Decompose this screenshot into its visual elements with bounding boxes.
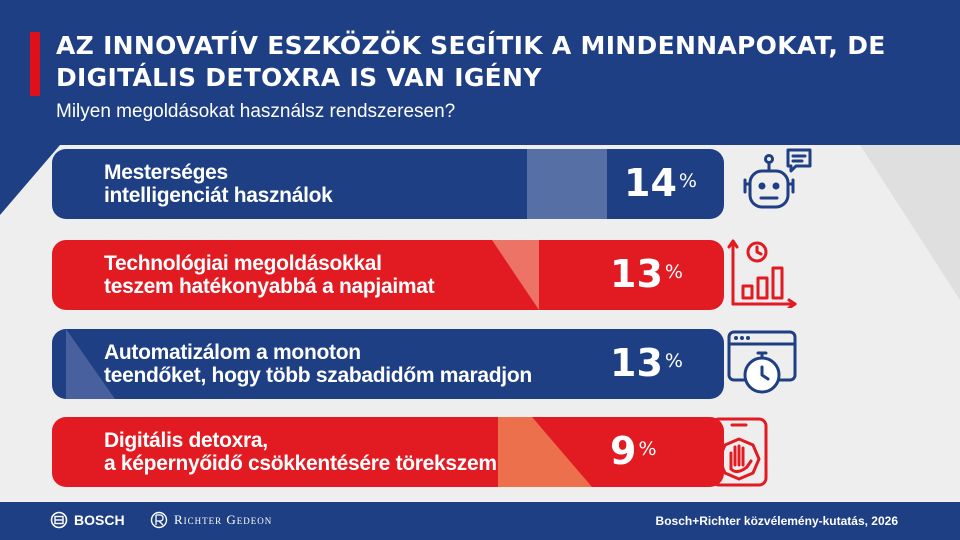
row-detox-value: 9% <box>610 431 657 471</box>
row-automation-highlight <box>66 329 115 399</box>
title-accent-bar <box>30 32 40 96</box>
browser-stopwatch-icon <box>727 330 797 394</box>
row-tech-label-line1: Technológiai megoldásokkal <box>104 252 382 275</box>
row-automation-bar: Automatizálom a monoton teendőket, hogy … <box>52 329 724 399</box>
row-automation-value-number: 13 <box>610 341 663 385</box>
row-tech-bar: Technológiai megoldásokkal teszem hatéko… <box>52 240 724 310</box>
row-automation-value-unit: % <box>664 350 683 372</box>
row-tech-label-line2: teszem hatékonyabbá a napjaimat <box>104 275 435 298</box>
row-tech-label: Technológiai megoldásokkal teszem hatéko… <box>104 252 435 298</box>
bosch-logo-text: BOSCH <box>74 512 125 528</box>
row-detox-value-unit: % <box>638 438 657 460</box>
row-tech-value-unit: % <box>664 261 683 283</box>
row-ai-highlight <box>527 149 607 219</box>
row-automation-label: Automatizálom a monoton teendőket, hogy … <box>104 341 532 387</box>
richter-emblem-icon <box>150 511 168 529</box>
row-ai-value: 14% <box>624 163 697 203</box>
bosch-armature-icon <box>50 511 68 529</box>
row-detox-value-number: 9 <box>610 429 637 473</box>
richter-logo: Richter Gedeon <box>150 511 272 529</box>
page-title: AZ INNOVATÍV ESZKÖZÖK SEGÍTIK A MINDENNA… <box>56 30 936 94</box>
row-ai-value-number: 14 <box>624 161 677 205</box>
row-tech-value-number: 13 <box>610 252 663 296</box>
bosch-logo: BOSCH <box>50 511 125 529</box>
richter-logo-text: Richter Gedeon <box>174 512 273 527</box>
row-tech-highlight <box>492 240 539 310</box>
survey-question: Milyen megoldásokat használsz rendszeres… <box>56 101 456 122</box>
row-detox-highlight <box>498 417 592 487</box>
row-ai-bar: Mesterséges intelligenciát használok 14% <box>52 149 724 219</box>
row-ai-label-line2: intelligenciát használok <box>104 184 333 207</box>
title-line-1: AZ INNOVATÍV ESZKÖZÖK SEGÍTIK A MINDENNA… <box>56 31 886 60</box>
row-automation-label-line1: Automatizálom a monoton <box>104 341 361 364</box>
row-automation-value: 13% <box>610 343 683 383</box>
robot-chat-icon <box>743 148 812 209</box>
row-automation-label-line2: teendőket, hogy több szabadidőm maradjon <box>104 364 532 387</box>
row-detox-label-line1: Digitális detoxra, <box>104 429 268 452</box>
title-line-2: DIGITÁLIS DETOXRA IS VAN IGÉNY <box>56 63 542 92</box>
header-background <box>0 0 960 145</box>
phone-stop-hand-icon <box>710 417 768 487</box>
clock-growth-chart-icon <box>727 239 797 308</box>
row-detox-bar: Digitális detoxra, a képernyőidő csökken… <box>52 417 724 487</box>
row-ai-label: Mesterséges intelligenciát használok <box>104 161 333 207</box>
row-ai-value-unit: % <box>678 170 697 192</box>
row-tech-value: 13% <box>610 254 683 294</box>
row-detox-label-line2: a képernyőidő csökkentésére törekszem <box>104 452 497 475</box>
row-detox-label: Digitális detoxra, a képernyőidő csökken… <box>104 429 497 475</box>
source-note: Bosch+Richter közvélemény-kutatás, 2026 <box>655 514 898 528</box>
row-ai-label-line1: Mesterséges <box>104 161 228 184</box>
